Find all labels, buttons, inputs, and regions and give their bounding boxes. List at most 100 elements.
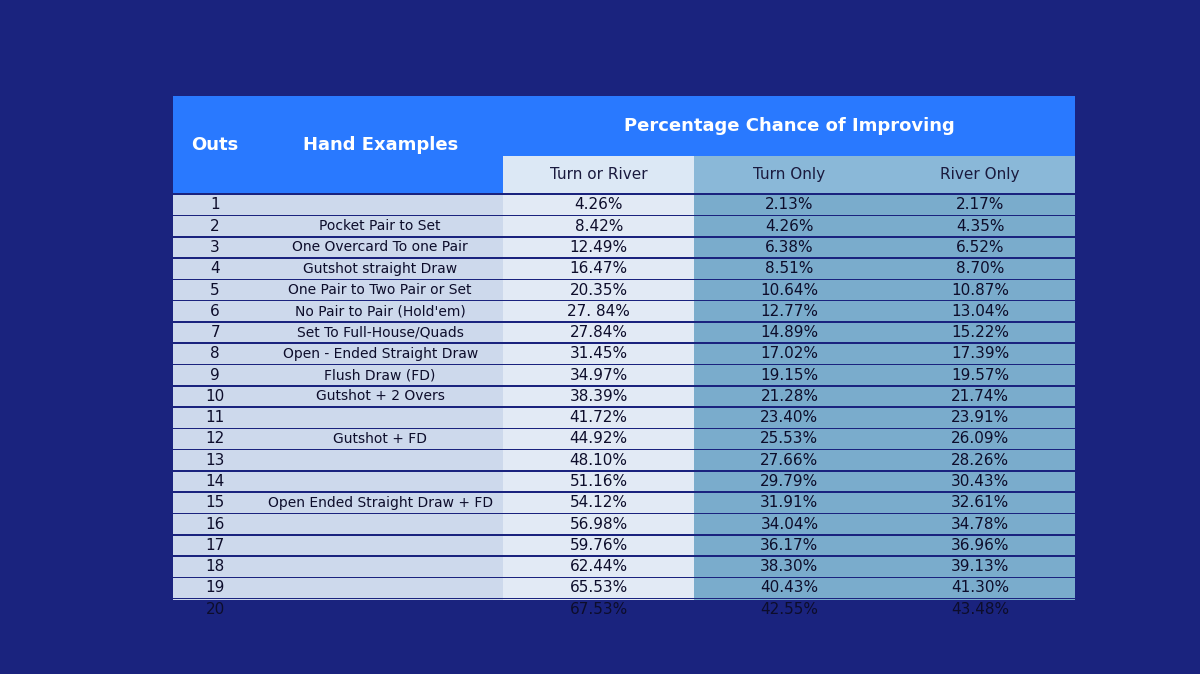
Text: 41.72%: 41.72% [570, 410, 628, 425]
Text: 1: 1 [210, 197, 220, 212]
Bar [504, 323, 694, 342]
Bar [694, 216, 884, 236]
Bar [173, 344, 257, 364]
Text: 44.92%: 44.92% [570, 431, 628, 446]
Text: Gutshot straight Draw: Gutshot straight Draw [304, 262, 457, 276]
Bar [694, 238, 884, 257]
Text: 21.74%: 21.74% [952, 389, 1009, 404]
Bar [884, 578, 1075, 598]
Bar [884, 514, 1075, 534]
Bar [504, 536, 694, 555]
Text: 6.38%: 6.38% [766, 240, 814, 255]
Text: 8.70%: 8.70% [956, 262, 1004, 276]
Bar [504, 301, 694, 321]
Text: 7: 7 [210, 325, 220, 340]
Bar [884, 557, 1075, 576]
Bar [884, 365, 1075, 385]
Bar [884, 344, 1075, 364]
Bar [173, 493, 257, 513]
Bar [694, 344, 884, 364]
Bar [694, 387, 884, 406]
Bar [884, 450, 1075, 470]
Text: One Overcard To one Pair: One Overcard To one Pair [293, 241, 468, 255]
Text: 32.61%: 32.61% [950, 495, 1009, 510]
Text: 56.98%: 56.98% [570, 516, 628, 532]
Text: 16: 16 [205, 516, 224, 532]
Text: Flush Draw (FD): Flush Draw (FD) [324, 368, 436, 382]
Bar [257, 365, 504, 385]
Text: Open - Ended Straight Draw: Open - Ended Straight Draw [282, 347, 478, 361]
Text: One Pair to Two Pair or Set: One Pair to Two Pair or Set [288, 283, 472, 297]
Text: Pocket Pair to Set: Pocket Pair to Set [319, 219, 440, 233]
Text: 21.28%: 21.28% [761, 389, 818, 404]
Text: 10: 10 [205, 389, 224, 404]
Text: 17.02%: 17.02% [761, 346, 818, 361]
Bar [504, 156, 694, 193]
Bar [694, 280, 884, 300]
Text: 14: 14 [205, 474, 224, 489]
Text: Set To Full-House/Quads: Set To Full-House/Quads [296, 326, 463, 340]
Bar [884, 216, 1075, 236]
Text: 42.55%: 42.55% [761, 602, 818, 617]
Text: 4.26%: 4.26% [766, 218, 814, 234]
Bar [504, 408, 694, 427]
Text: 14.89%: 14.89% [761, 325, 818, 340]
Text: 31.91%: 31.91% [761, 495, 818, 510]
Bar [173, 216, 257, 236]
Text: 36.17%: 36.17% [761, 538, 818, 553]
Text: 26.09%: 26.09% [950, 431, 1009, 446]
Text: 8.42%: 8.42% [575, 218, 623, 234]
Bar [173, 557, 257, 576]
Bar [257, 429, 504, 449]
Bar [694, 259, 884, 278]
Bar [504, 514, 694, 534]
Text: 29.79%: 29.79% [761, 474, 818, 489]
Text: 3: 3 [210, 240, 220, 255]
Text: 17: 17 [205, 538, 224, 553]
Bar [884, 472, 1075, 491]
Text: 19: 19 [205, 580, 224, 595]
Bar [504, 450, 694, 470]
Bar [504, 365, 694, 385]
Text: 19.15%: 19.15% [761, 367, 818, 383]
Text: 39.13%: 39.13% [950, 559, 1009, 574]
Bar [504, 578, 694, 598]
Bar [173, 514, 257, 534]
Text: 43.48%: 43.48% [950, 602, 1009, 617]
Bar [694, 578, 884, 598]
Bar [173, 387, 257, 406]
Bar [504, 238, 694, 257]
Text: 9: 9 [210, 367, 220, 383]
Bar [173, 195, 257, 215]
Bar [257, 472, 504, 491]
Bar [504, 96, 1075, 156]
Bar [694, 599, 884, 619]
Bar [257, 216, 504, 236]
Bar [257, 599, 504, 619]
Text: 28.26%: 28.26% [950, 453, 1009, 468]
Text: 4: 4 [210, 262, 220, 276]
Bar [257, 514, 504, 534]
Bar [173, 280, 257, 300]
Text: 20: 20 [205, 602, 224, 617]
Text: 8.51%: 8.51% [766, 262, 814, 276]
Text: 5: 5 [210, 282, 220, 297]
Text: 27.84%: 27.84% [570, 325, 628, 340]
Bar [694, 472, 884, 491]
Bar [173, 429, 257, 449]
Bar [884, 599, 1075, 619]
Text: 23.40%: 23.40% [761, 410, 818, 425]
Bar [884, 156, 1075, 193]
Bar [257, 238, 504, 257]
Bar [884, 301, 1075, 321]
Text: 67.53%: 67.53% [570, 602, 628, 617]
Bar [257, 344, 504, 364]
Text: 4.35%: 4.35% [955, 218, 1004, 234]
Bar [694, 323, 884, 342]
Text: 2.13%: 2.13% [766, 197, 814, 212]
Text: 34.04%: 34.04% [761, 516, 818, 532]
Text: 18: 18 [205, 559, 224, 574]
Text: 62.44%: 62.44% [570, 559, 628, 574]
Text: River Only: River Only [941, 167, 1020, 182]
Bar [694, 536, 884, 555]
